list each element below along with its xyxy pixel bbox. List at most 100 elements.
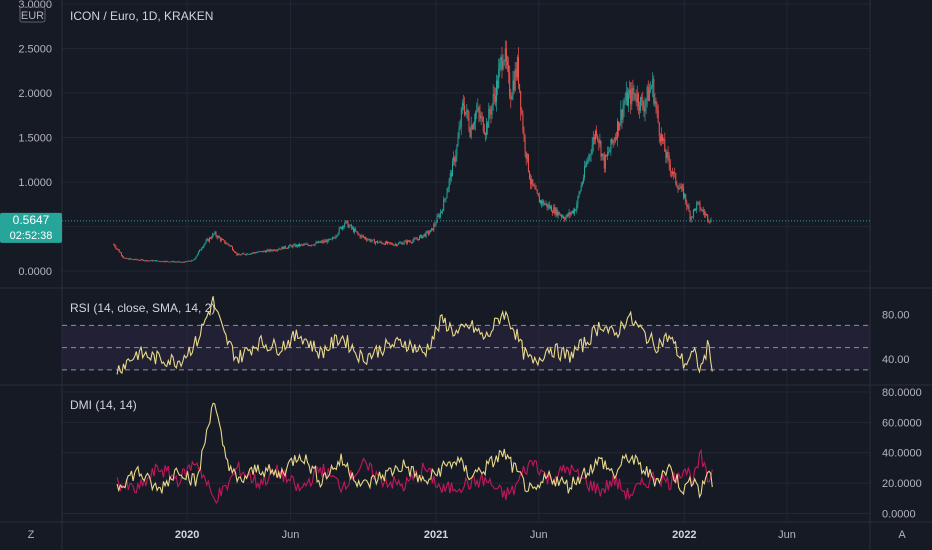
candle-body	[116, 248, 118, 250]
candle-body	[282, 246, 284, 250]
candle-body	[240, 254, 242, 256]
candle-body	[160, 261, 162, 263]
candle-body	[525, 151, 527, 160]
candle-body	[266, 250, 268, 253]
candle-body	[239, 254, 241, 256]
candle-body	[141, 259, 143, 261]
candle-body	[476, 110, 478, 113]
candle-body	[706, 214, 708, 215]
candle-body	[142, 259, 144, 261]
candle-body	[561, 216, 563, 218]
candle-body	[194, 258, 196, 260]
candle-body	[293, 244, 295, 246]
candle-body	[405, 240, 407, 244]
candle-body	[707, 214, 709, 221]
candle-body	[362, 236, 364, 238]
candle-body	[567, 214, 569, 216]
candle-body	[388, 241, 390, 243]
candle-body	[523, 131, 525, 137]
candle-body	[438, 215, 440, 218]
candle-body	[698, 201, 700, 204]
candle-body	[569, 212, 571, 215]
candle-body	[532, 179, 534, 185]
candle-body	[662, 134, 664, 142]
candle-body	[223, 239, 225, 241]
candle-body	[202, 246, 204, 249]
candle-body	[187, 260, 189, 262]
time-tick-label: Jun	[282, 529, 300, 541]
candle-body	[119, 252, 121, 254]
candle-body	[445, 197, 447, 199]
candle-body	[412, 240, 414, 243]
candle-body	[358, 233, 360, 235]
candle-body	[653, 79, 655, 104]
candle-body	[356, 231, 358, 233]
candle-body	[403, 241, 405, 244]
candle-body	[492, 94, 494, 105]
candle-body	[530, 178, 532, 185]
candle-body	[647, 86, 649, 101]
candle-body	[295, 244, 297, 247]
candle-body	[351, 227, 353, 229]
dmi-axis[interactable]: 0.0000 20.0000 40.0000 60.0000 80.0000	[882, 387, 922, 520]
candle-body	[586, 161, 588, 167]
candle-body	[684, 194, 686, 198]
candle-body	[589, 154, 591, 156]
rsi-axis[interactable]: 40.00 80.00	[882, 309, 910, 366]
candle-body	[217, 236, 219, 238]
candle-body	[643, 108, 645, 112]
candle-body	[341, 226, 343, 230]
candle-body	[668, 156, 670, 165]
candle-body	[209, 237, 211, 239]
candle-body	[137, 259, 139, 261]
candle-body	[211, 237, 213, 239]
time-axis[interactable]: 2020 Jun 2021 Jun 2022 Jun	[175, 529, 796, 541]
candle-body	[504, 48, 506, 61]
candle-body	[237, 254, 239, 255]
candle-body	[531, 179, 533, 185]
candle-body	[676, 183, 678, 187]
candle-body	[158, 260, 160, 262]
candle-body	[681, 186, 683, 188]
candle-body	[436, 216, 438, 223]
currency-badge[interactable]: EUR	[19, 6, 46, 23]
candle-body	[535, 189, 537, 190]
candle-body	[533, 184, 535, 187]
candle-body	[675, 173, 677, 184]
candle-body	[246, 253, 248, 255]
candle-body	[587, 160, 589, 162]
candle-body	[597, 135, 599, 140]
candle-body	[468, 118, 470, 130]
candle-body	[682, 187, 684, 198]
candle-body	[118, 249, 120, 253]
candle-body	[636, 93, 638, 103]
candle-body	[429, 229, 431, 233]
candle-body	[465, 111, 467, 115]
candle-body	[635, 98, 637, 103]
candle-body	[350, 224, 352, 229]
candle-body	[536, 189, 538, 194]
candle-body	[448, 179, 450, 188]
candle-body	[131, 259, 133, 260]
candle-body	[250, 253, 252, 254]
candle-body	[285, 248, 287, 249]
candle-body	[548, 204, 550, 209]
candle-body	[213, 233, 215, 235]
candle-body	[565, 217, 567, 220]
candle-body	[259, 251, 261, 253]
candle-body	[556, 208, 558, 216]
candle-body	[426, 231, 428, 233]
candle-body	[299, 244, 301, 246]
candle-body	[261, 251, 263, 253]
candle-body	[406, 240, 408, 244]
candle-body	[291, 245, 293, 248]
candle-body	[270, 249, 272, 251]
scale-z-button[interactable]: Z	[28, 529, 35, 541]
candle-body	[294, 244, 296, 247]
auto-scale-button[interactable]: A	[898, 529, 906, 541]
price-tick-label: 1.5000	[18, 133, 52, 145]
candle-body	[321, 241, 323, 242]
candle-body	[545, 203, 547, 205]
candle-body	[457, 137, 459, 146]
